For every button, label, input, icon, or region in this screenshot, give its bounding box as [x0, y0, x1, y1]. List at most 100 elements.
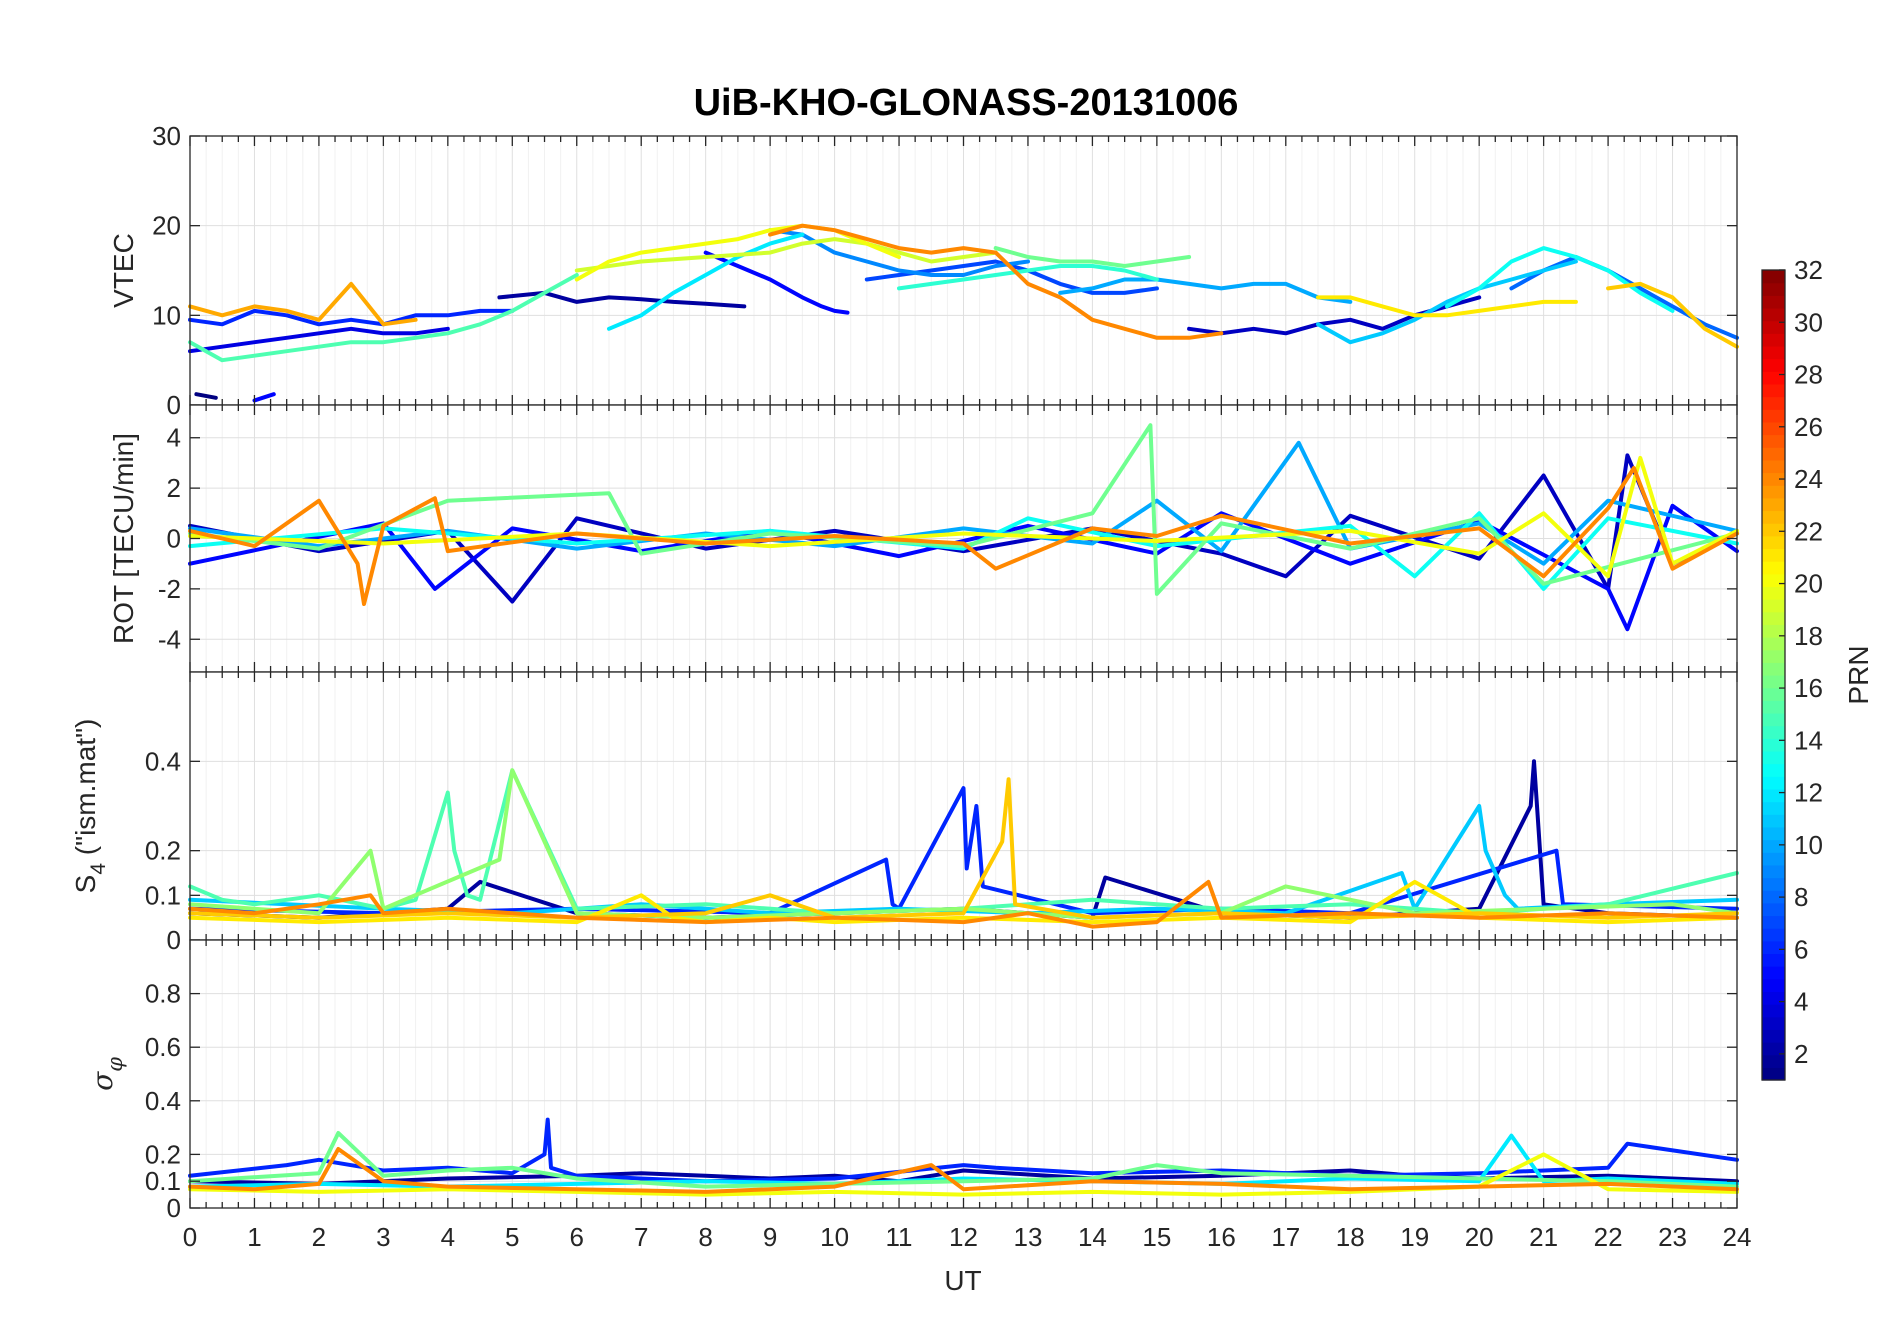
series-line-prn-2 — [188, 759, 1739, 920]
colorbar-segment — [1762, 548, 1785, 562]
colorbar-segment — [1762, 675, 1785, 689]
colorbar-segment — [1762, 1042, 1785, 1056]
series-line-prn-11 — [1316, 259, 1578, 345]
colorbar-tick-label: 2 — [1794, 1039, 1808, 1069]
colorbar-segment — [1762, 991, 1785, 1005]
x-tick-label: 3 — [376, 1222, 390, 1252]
series-line-prn-1 — [194, 392, 218, 400]
colorbar-segment — [1762, 788, 1785, 803]
y-tick-label: 0.1 — [145, 880, 181, 910]
x-tick-label: 15 — [1142, 1222, 1171, 1252]
series-line-prn-4 — [188, 326, 450, 354]
x-tick-label: 16 — [1207, 1222, 1236, 1252]
colorbar-segment — [1762, 1067, 1785, 1081]
colorbar-segment — [1762, 307, 1785, 322]
y-axis-label-sigma: σφ — [86, 1057, 127, 1091]
colorbar-segment — [1762, 409, 1785, 423]
colorbar-frame — [1761, 269, 1786, 1081]
colorbar-tick-label: 6 — [1794, 934, 1808, 964]
series-group-vtec — [188, 223, 1739, 403]
colorbar-segment — [1762, 814, 1785, 828]
colorbar-tick-label: 20 — [1794, 569, 1823, 599]
y-tick-label: 0.1 — [145, 1166, 181, 1196]
colorbar-segment — [1762, 902, 1785, 917]
x-tick-label: 8 — [698, 1222, 712, 1252]
colorbar-segment — [1762, 421, 1785, 436]
x-tick-label: 14 — [1078, 1222, 1107, 1252]
y-tick-label: 0.4 — [145, 1086, 181, 1116]
colorbar-segment — [1762, 282, 1785, 296]
colorbar-segment — [1762, 459, 1785, 474]
y-tick-label: 0.4 — [145, 746, 181, 776]
colorbar-segment — [1762, 712, 1785, 727]
colorbar-tick-label: 18 — [1794, 621, 1823, 651]
x-tick-label: 13 — [1013, 1222, 1042, 1252]
colorbar-tick-label: 12 — [1794, 778, 1823, 808]
colorbar-segment — [1762, 1054, 1785, 1068]
colorbar-tick-label: 14 — [1794, 725, 1823, 755]
series-line-prn-24 — [188, 466, 1739, 606]
series-line-prn-5 — [703, 250, 850, 315]
colorbar-segment — [1762, 763, 1785, 777]
x-axis-label: UT — [944, 1265, 981, 1296]
series-line-prn-21 — [1316, 295, 1578, 318]
y-tick-label: 4 — [167, 423, 181, 453]
colorbar-segment — [1762, 877, 1785, 891]
colorbar-tick-label: 8 — [1794, 882, 1808, 912]
panel-vtec: 0 10 20 30 VTEC — [108, 121, 1739, 420]
colorbar-segment — [1762, 966, 1785, 980]
x-tick-label: 9 — [763, 1222, 777, 1252]
y-tick-label: 0 — [167, 390, 181, 420]
colorbar-tick-label: 30 — [1794, 307, 1823, 337]
colorbar-segment — [1762, 371, 1785, 385]
colorbar-segment — [1762, 270, 1785, 284]
series-line-prn-16 — [188, 1131, 1739, 1189]
colorbar-tick-label: 4 — [1794, 987, 1808, 1017]
colorbar-tick-label: 16 — [1794, 673, 1823, 703]
series-line-prn-6 — [188, 308, 515, 327]
colorbar-segment — [1762, 396, 1785, 410]
colorbar-tick-label: 10 — [1794, 830, 1823, 860]
y-axis-label-rot: ROT [TECU/min] — [108, 433, 139, 644]
colorbar-segment — [1762, 890, 1785, 904]
colorbar-segment — [1762, 915, 1785, 929]
x-tick-label: 1 — [247, 1222, 261, 1252]
x-tick-label: 11 — [886, 1222, 913, 1252]
colorbar-segment — [1762, 611, 1785, 625]
colorbar-segment — [1762, 687, 1785, 701]
series-line-prn-5 — [252, 392, 276, 403]
y-tick-label: 0.2 — [145, 836, 181, 866]
colorbar-segment — [1762, 599, 1785, 613]
colorbar-segment — [1762, 953, 1785, 967]
series-line-prn-14 — [897, 264, 1159, 291]
series-line-prn-23 — [188, 281, 418, 327]
series-line-prn-13 — [1444, 246, 1675, 313]
y-tick-label: 0 — [167, 925, 181, 955]
colorbar-segment — [1762, 535, 1785, 550]
x-tick-label: 20 — [1465, 1222, 1494, 1252]
series-line-prn-22 — [1606, 281, 1739, 349]
series-group-sigma — [188, 1117, 1739, 1197]
chart-title: UiB-KHO-GLONASS-20131006 — [694, 82, 1239, 124]
colorbar-segment — [1762, 662, 1785, 676]
series-group-rot — [188, 423, 1739, 632]
colorbar-segment — [1762, 295, 1785, 309]
colorbar-segment — [1762, 447, 1785, 461]
y-tick-label: 2 — [167, 473, 181, 503]
colorbar-segment — [1762, 776, 1785, 790]
x-tick-label: 17 — [1271, 1222, 1300, 1252]
y-tick-label: 0 — [167, 1193, 181, 1223]
y-tick-label: 20 — [152, 211, 181, 241]
x-tick-label: 22 — [1594, 1222, 1623, 1252]
y-tick-label: 30 — [152, 121, 181, 151]
colorbar-segment — [1762, 1004, 1785, 1018]
colorbar-segment — [1762, 523, 1785, 537]
colorbar-segment — [1762, 928, 1785, 942]
x-tick-label: 24 — [1723, 1222, 1752, 1252]
colorbar-segment — [1762, 839, 1785, 853]
y-tick-label: 0.6 — [145, 1032, 181, 1062]
